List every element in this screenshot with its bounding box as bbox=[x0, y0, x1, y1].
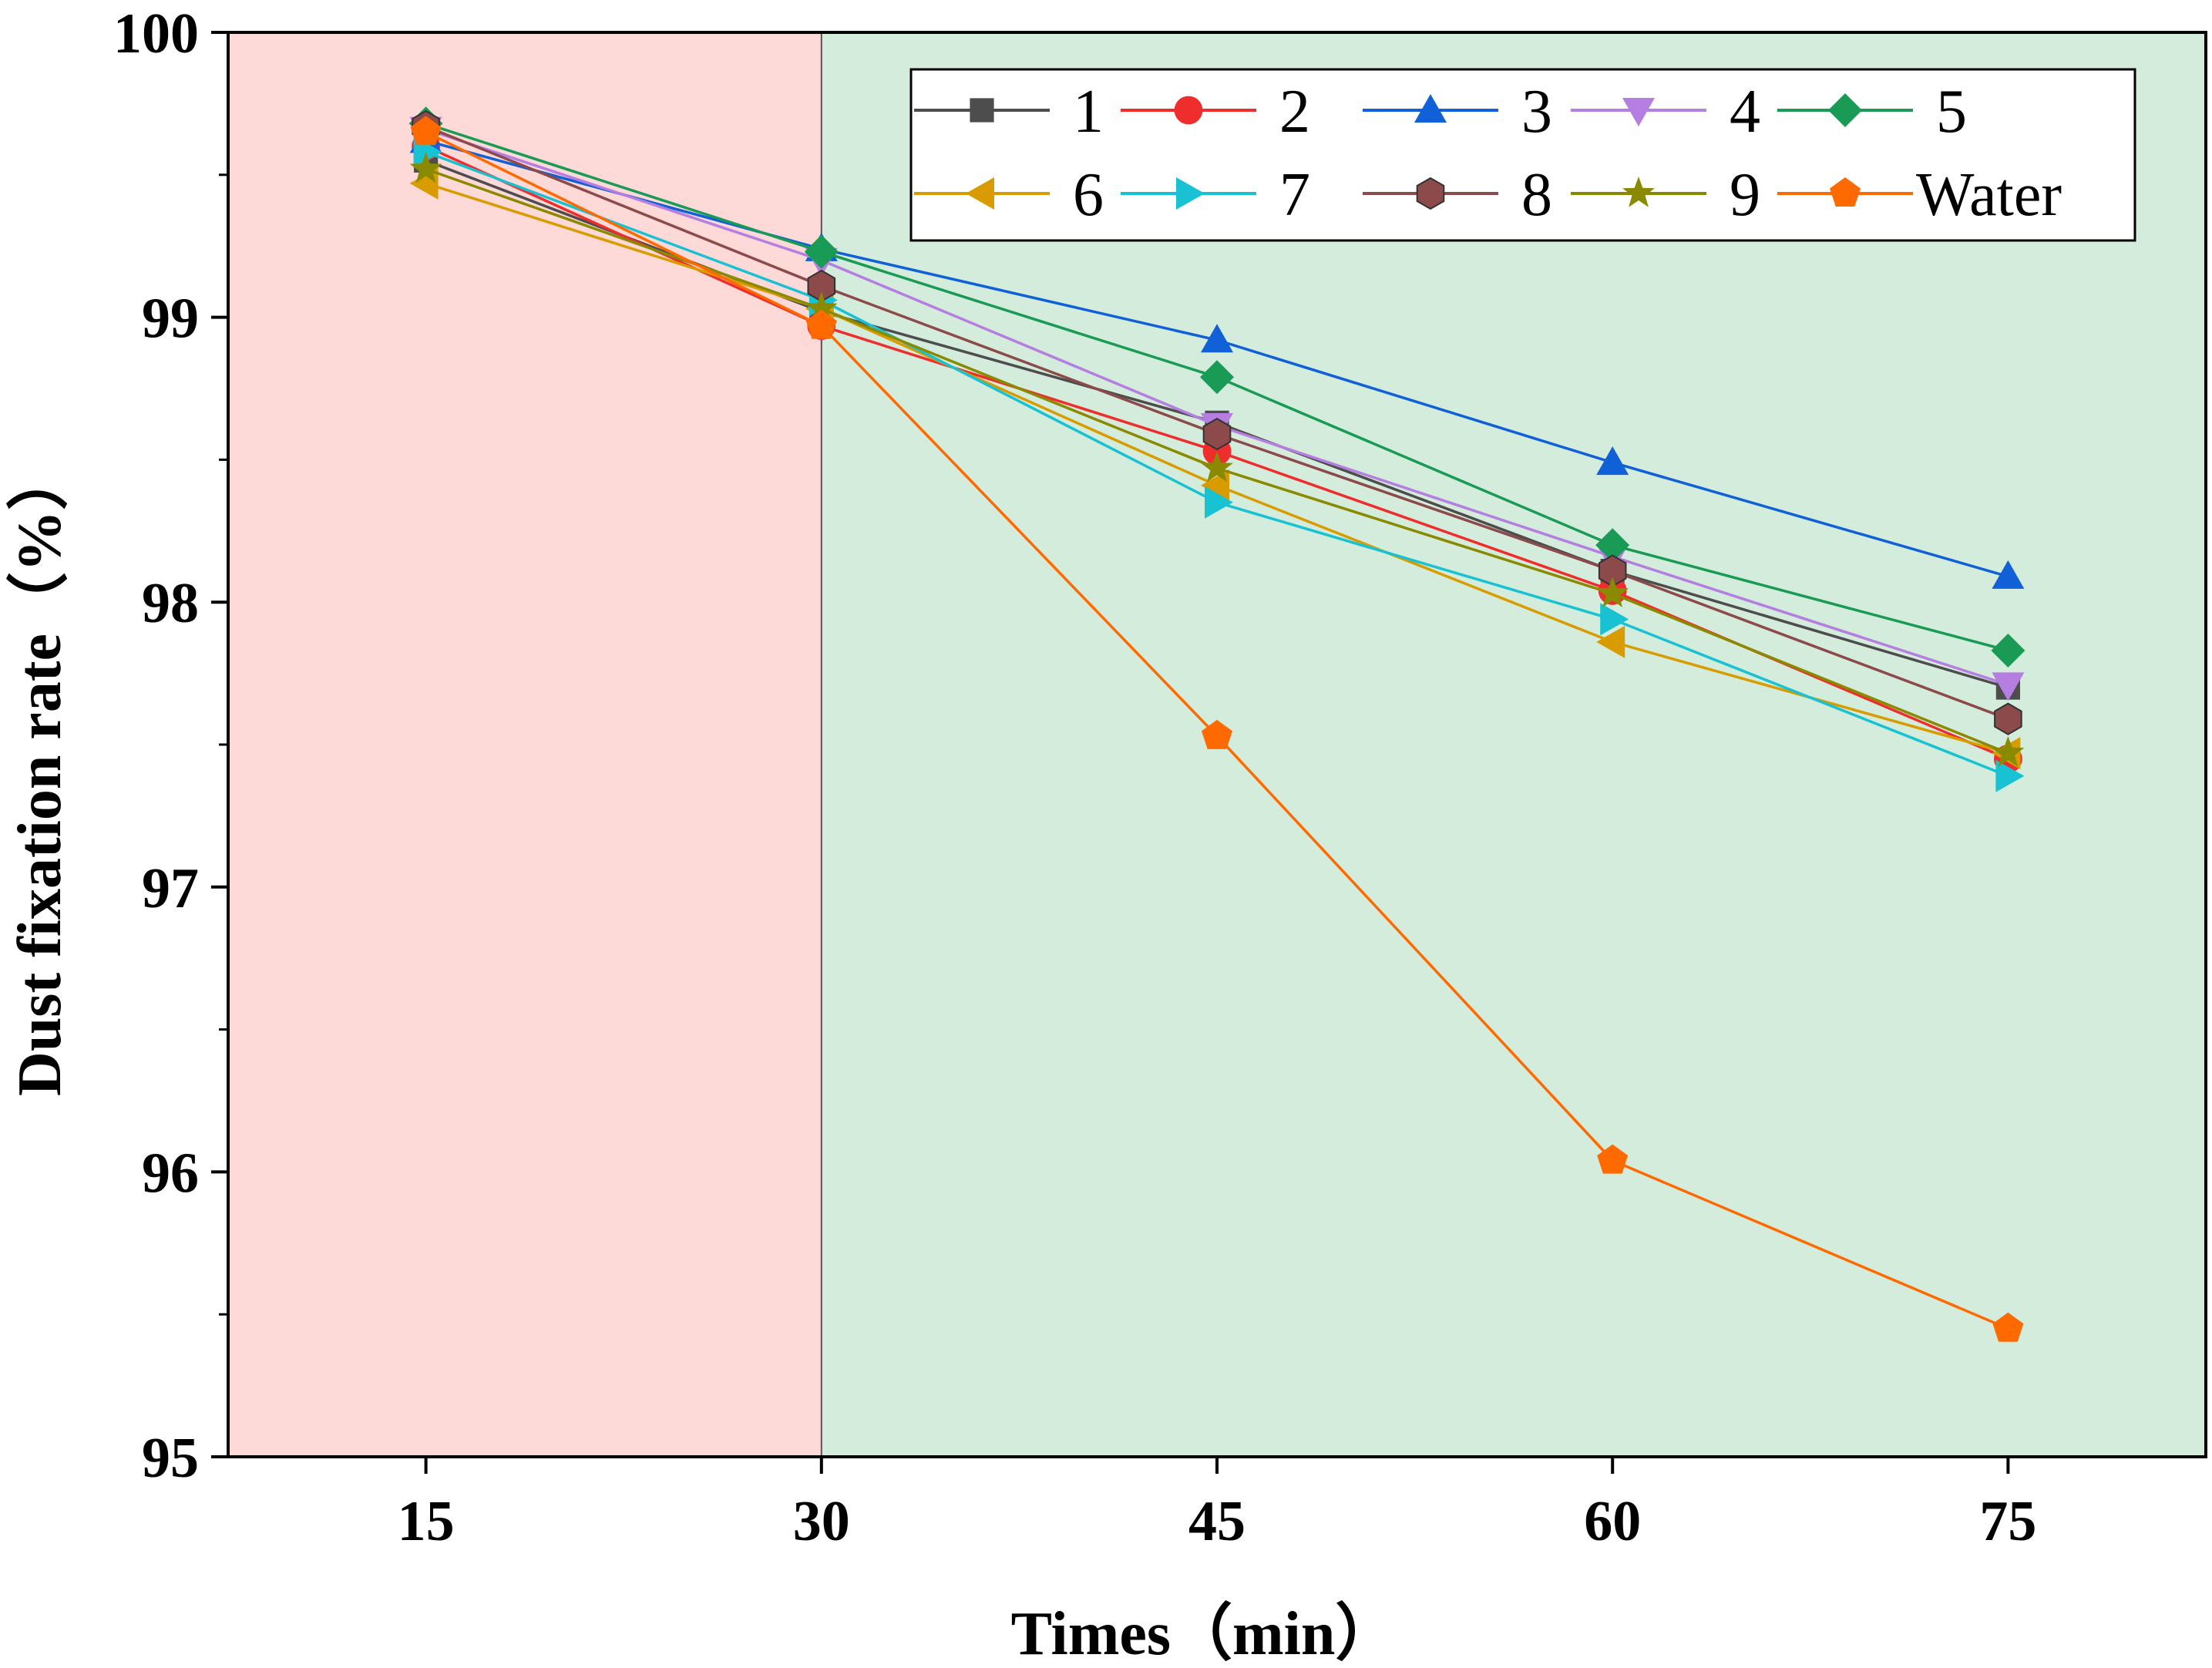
legend-label: 1 bbox=[1073, 78, 1104, 146]
data-point-7-60 bbox=[1600, 603, 1629, 636]
legend-marker bbox=[1416, 177, 1445, 210]
x-tick-label: 15 bbox=[398, 1490, 455, 1553]
data-point-6-60 bbox=[1596, 625, 1625, 658]
legend-label: 5 bbox=[1936, 78, 1967, 146]
legend-marker bbox=[1174, 96, 1203, 125]
legend-item-Water: Water bbox=[1777, 161, 2062, 229]
legend-marker bbox=[1414, 94, 1447, 123]
legend-label: 3 bbox=[1521, 78, 1552, 146]
data-point-9-45 bbox=[1201, 451, 1233, 483]
data-point-Water-75 bbox=[1992, 1312, 2024, 1342]
data-point-7-45 bbox=[1205, 486, 1233, 519]
data-point-Water-45 bbox=[1202, 719, 1232, 749]
legend-label: Water bbox=[1916, 161, 2062, 229]
legend-marker bbox=[966, 177, 994, 210]
data-point-5-60 bbox=[1595, 528, 1630, 563]
data-point-5-75 bbox=[1991, 634, 2025, 668]
legend-label: 4 bbox=[1730, 78, 1760, 146]
x-tick-label: 45 bbox=[1188, 1490, 1246, 1553]
data-point-7-75 bbox=[1995, 759, 2025, 792]
data-point-9-75 bbox=[1992, 736, 2025, 767]
legend-marker bbox=[1176, 177, 1205, 210]
legend-item-2: 2 bbox=[1121, 78, 1310, 146]
legend-item-6: 6 bbox=[914, 161, 1104, 229]
data-point-9-60 bbox=[1596, 577, 1629, 607]
series-lines bbox=[408, 106, 2025, 1342]
legend-marker bbox=[1622, 98, 1655, 126]
legend-item-1: 1 bbox=[914, 78, 1104, 146]
shaded-region-1 bbox=[228, 32, 822, 1457]
legend-marker bbox=[1830, 177, 1861, 207]
data-point-5-30 bbox=[804, 234, 839, 269]
data-point-9-15 bbox=[409, 152, 442, 183]
legend-label: 8 bbox=[1521, 161, 1552, 229]
y-tick-label: 95 bbox=[142, 1427, 199, 1490]
x-tick-label: 60 bbox=[1584, 1490, 1641, 1553]
series-Water bbox=[410, 116, 2024, 1342]
legend-label: 6 bbox=[1073, 161, 1104, 229]
legend-label: 7 bbox=[1279, 161, 1310, 229]
legend-marker bbox=[970, 98, 994, 123]
x-tick-label: 75 bbox=[1979, 1490, 2036, 1553]
legend-item-3: 3 bbox=[1363, 78, 1552, 146]
data-point-3-75 bbox=[1992, 560, 2025, 589]
legend-label: 9 bbox=[1730, 161, 1760, 229]
legend-marker bbox=[1622, 177, 1655, 207]
data-point-3-60 bbox=[1596, 446, 1629, 476]
x-tick-label: 30 bbox=[793, 1490, 850, 1553]
data-point-4-75 bbox=[1992, 672, 2025, 701]
data-point-9-30 bbox=[805, 291, 838, 323]
legend: 1 2 3 4 5 6 7 8 9 Water bbox=[909, 68, 2136, 242]
shaded-region-2 bbox=[821, 32, 2206, 1457]
y-tick-label: 96 bbox=[142, 1142, 199, 1205]
legend-item-5: 5 bbox=[1777, 78, 1967, 146]
data-point-Water-60 bbox=[1597, 1144, 1629, 1174]
data-point-5-45 bbox=[1200, 360, 1234, 395]
legend-item-9: 9 bbox=[1571, 161, 1760, 229]
y-tick-label: 97 bbox=[142, 857, 199, 920]
y-tick-label: 99 bbox=[142, 288, 199, 351]
y-axis-title: Dust fixation rate（%） bbox=[6, 449, 74, 1096]
legend-label: 2 bbox=[1279, 78, 1310, 146]
x-axis-title: Times（min） bbox=[1011, 1600, 1397, 1668]
legend-box bbox=[909, 68, 2136, 242]
y-tick-label: 98 bbox=[142, 572, 199, 635]
legend-item-4: 4 bbox=[1571, 78, 1760, 146]
y-tick-label: 100 bbox=[113, 2, 199, 66]
legend-item-8: 8 bbox=[1363, 161, 1552, 229]
legend-item-7: 7 bbox=[1121, 161, 1310, 229]
data-point-8-75 bbox=[1994, 702, 2022, 735]
data-point-8-45 bbox=[1202, 417, 1232, 451]
legend-marker bbox=[1828, 93, 1862, 127]
data-point-3-45 bbox=[1201, 324, 1233, 353]
data-point-Water-30 bbox=[805, 309, 837, 339]
data-point-Water-15 bbox=[410, 116, 442, 146]
